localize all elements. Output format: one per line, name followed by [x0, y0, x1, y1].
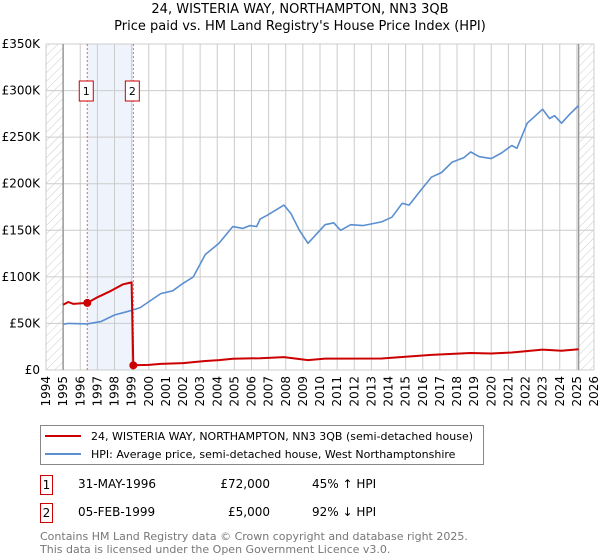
y-tick-label: £300K [2, 84, 42, 98]
x-tick-label: 2001 [159, 376, 173, 407]
x-tick-label: 1997 [90, 376, 104, 407]
x-tick-label: 2019 [467, 376, 481, 407]
x-tick-label: 2020 [484, 376, 498, 407]
x-tick-label: 2022 [519, 376, 533, 407]
x-tick-label: 2006 [245, 376, 259, 407]
x-tick-label: 2026 [587, 376, 600, 407]
transaction-price: £5,000 [228, 505, 270, 519]
chart-title: 24, WISTERIA WAY, NORTHAMPTON, NN3 3QB [151, 2, 449, 17]
x-tick-label: 2011 [330, 376, 344, 407]
x-tick-label: 2004 [210, 376, 224, 407]
transaction-date: 05-FEB-1999 [78, 505, 156, 519]
x-tick-label: 2016 [416, 376, 430, 407]
y-tick-label: £100K [2, 270, 42, 284]
sale-label: 1 [83, 85, 90, 98]
x-tick-label: 2017 [433, 376, 447, 407]
chart-subtitle: Price paid vs. HM Land Registry's House … [114, 19, 486, 34]
sale-point [83, 298, 92, 307]
x-tick-label: 2010 [313, 376, 327, 407]
transaction-row: 2 05-FEB-1999 £5,000 92% ↓ HPI [40, 503, 440, 523]
legend-item-hpi: HPI: Average price, semi-detached house,… [45, 445, 473, 463]
sale-label: 2 [129, 85, 136, 98]
sale-label-box [78, 80, 94, 102]
x-tick-label: 2021 [501, 376, 515, 407]
legend-swatch [45, 435, 81, 437]
footer-licence: This data is licensed under the Open Gov… [40, 543, 391, 556]
hpi-line [62, 104, 580, 326]
transaction-price: £72,000 [220, 477, 270, 491]
sale-point [129, 361, 138, 370]
y-tick-label: £50K [9, 316, 41, 330]
legend-swatch [45, 453, 81, 455]
transaction-row: 1 31-MAY-1996 £72,000 45% ↑ HPI [40, 475, 440, 495]
legend-item-property: 24, WISTERIA WAY, NORTHAMPTON, NN3 3QB (… [45, 427, 473, 445]
y-tick-label: £250K [2, 130, 42, 144]
x-tick-label: 2005 [227, 376, 241, 407]
x-tick-label: 2007 [262, 376, 276, 407]
x-tick-label: 1998 [108, 376, 122, 407]
x-tick-label: 1994 [39, 376, 53, 407]
transaction-hpi: 92% ↓ HPI [312, 505, 377, 519]
property-line [62, 281, 579, 367]
no-data-region [578, 44, 594, 370]
transaction-date: 31-MAY-1996 [78, 477, 157, 491]
footer-copyright: Contains HM Land Registry data © Crown c… [40, 530, 468, 543]
transaction-marker: 2 [40, 503, 53, 523]
y-tick-label: £200K [2, 177, 42, 191]
x-tick-label: 2025 [570, 376, 584, 407]
x-tick-label: 1996 [73, 376, 87, 407]
x-tick-label: 2008 [279, 376, 293, 407]
x-tick-label: 2002 [176, 376, 190, 407]
x-tick-label: 2024 [553, 376, 567, 407]
x-tick-label: 1995 [56, 376, 70, 407]
footer: Contains HM Land Registry data © Crown c… [40, 530, 468, 556]
y-tick-label: £0 [25, 363, 40, 377]
x-tick-label: 2009 [296, 376, 310, 407]
x-tick-label: 2015 [399, 376, 413, 407]
legend-label: HPI: Average price, semi-detached house,… [91, 447, 456, 461]
x-tick-label: 2018 [450, 376, 464, 407]
x-tick-label: 2000 [142, 376, 156, 407]
y-tick-label: £350K [2, 37, 42, 51]
x-tick-label: 2012 [347, 376, 361, 407]
x-tick-label: 1999 [125, 376, 139, 407]
sale-label-box [124, 80, 140, 102]
x-tick-label: 2014 [382, 376, 396, 407]
x-tick-label: 2023 [536, 376, 550, 407]
legend-label: 24, WISTERIA WAY, NORTHAMPTON, NN3 3QB (… [91, 429, 474, 443]
no-data-region [46, 44, 64, 370]
legend: 24, WISTERIA WAY, NORTHAMPTON, NN3 3QB (… [40, 425, 485, 465]
x-tick-label: 2013 [364, 376, 378, 407]
transaction-marker: 1 [40, 475, 53, 495]
transaction-hpi: 45% ↑ HPI [312, 477, 377, 491]
y-tick-label: £150K [2, 223, 42, 237]
x-tick-label: 2003 [193, 376, 207, 407]
